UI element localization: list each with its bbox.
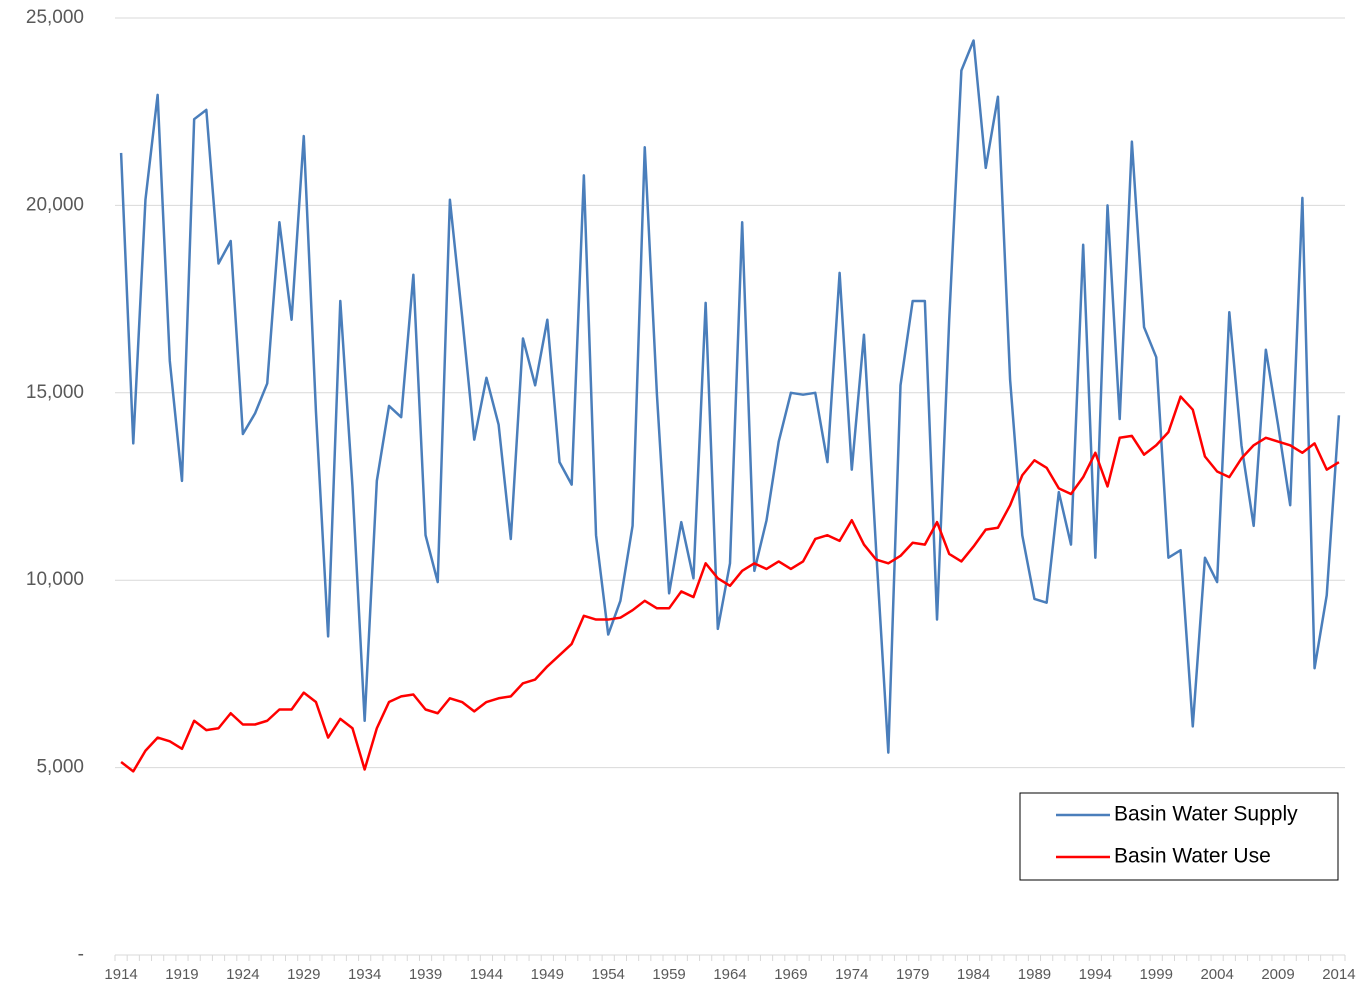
legend-label: Basin Water Use bbox=[1114, 845, 1271, 868]
x-tick-label: 1934 bbox=[348, 966, 381, 983]
x-tick-label: 1969 bbox=[774, 966, 807, 983]
x-tick-label: 1999 bbox=[1140, 966, 1173, 983]
y-tick-label: 15,000 bbox=[26, 382, 84, 403]
x-tick-label: 1994 bbox=[1079, 966, 1112, 983]
legend: Basin Water Supply Basin Water Use bbox=[1019, 792, 1339, 881]
x-tick-label: 1974 bbox=[835, 966, 868, 983]
y-tick-label: 10,000 bbox=[26, 569, 84, 590]
x-tick-label: 2014 bbox=[1322, 966, 1355, 983]
x-tick-label: 1979 bbox=[896, 966, 929, 983]
x-tick-label: 1944 bbox=[470, 966, 503, 983]
legend-box bbox=[1019, 792, 1339, 881]
x-tick-label: 1959 bbox=[652, 966, 685, 983]
x-tick-label: 2009 bbox=[1261, 966, 1294, 983]
x-tick-label: 1949 bbox=[531, 966, 564, 983]
x-tick-label: 1939 bbox=[409, 966, 442, 983]
x-tick-label: 1964 bbox=[713, 966, 746, 983]
x-tick-label: 1924 bbox=[226, 966, 259, 983]
y-tick-label: 20,000 bbox=[26, 194, 84, 215]
series-line bbox=[119, 39, 1341, 754]
x-tick-label: 1954 bbox=[592, 966, 625, 983]
x-tick-label: 1914 bbox=[104, 966, 137, 983]
x-tick-label: 1989 bbox=[1018, 966, 1051, 983]
y-tick-label: 5,000 bbox=[36, 757, 84, 778]
x-tick-label: 1929 bbox=[287, 966, 320, 983]
y-tick-label: - bbox=[78, 944, 84, 965]
x-tick-label: 2004 bbox=[1200, 966, 1233, 983]
x-tick-label: 1919 bbox=[165, 966, 198, 983]
y-tick-label: 25,000 bbox=[26, 7, 84, 28]
legend-label: Basin Water Supply bbox=[1114, 803, 1298, 826]
x-tick-label: 1984 bbox=[957, 966, 990, 983]
series-line bbox=[120, 395, 1340, 773]
